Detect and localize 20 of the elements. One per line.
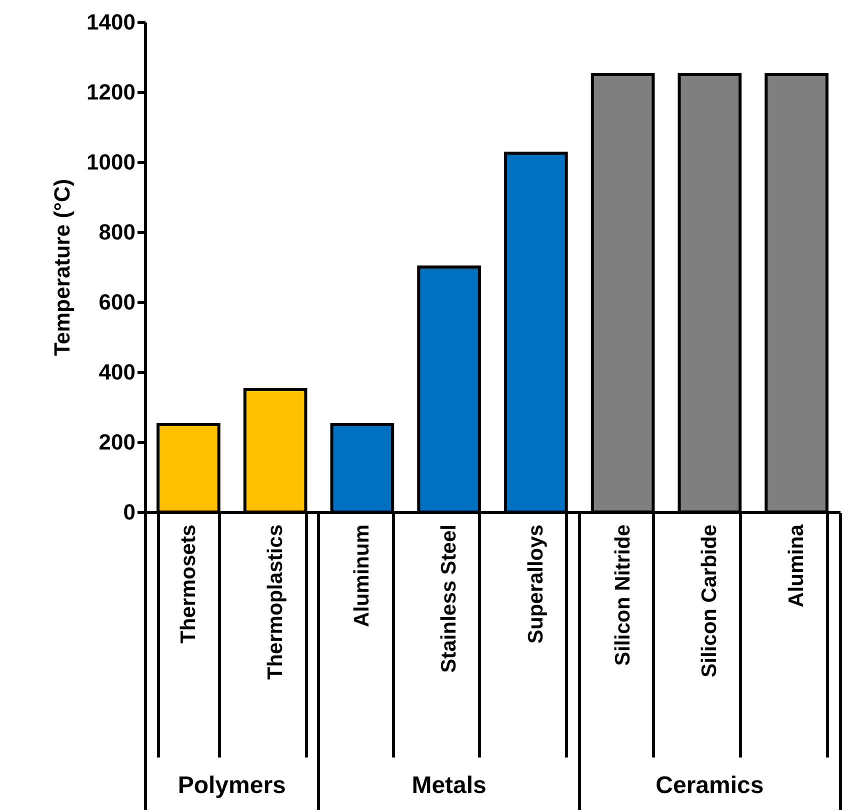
x-tick-label: Thermosets (176, 524, 200, 644)
y-tick-label: 200 (98, 430, 136, 454)
x-tick-label: Silicon Carbide (698, 524, 722, 678)
text: Polymers (178, 772, 286, 800)
text: Metals (412, 772, 486, 800)
y-axis-title: Temperature (°C) (50, 178, 75, 356)
x-tick-label: Alumina (785, 524, 808, 608)
x-tick-label: Silicon Nitride (611, 524, 634, 666)
x-tick-label: Stainless Steel (438, 524, 461, 673)
y-tick-label: 1200 (86, 80, 136, 104)
y-tick-label: 1000 (86, 150, 136, 174)
x-tick-label: Thermoplastics (264, 524, 287, 680)
text: Ceramics (656, 772, 764, 800)
x-tick-label: Superalloys (524, 524, 548, 644)
y-tick-label: 0 (123, 500, 136, 524)
y-tick-label: 600 (98, 290, 136, 314)
x-tick-label: Aluminum (350, 524, 374, 628)
y-tick-label: 1400 (86, 10, 136, 34)
y-tick-label: 400 (98, 360, 136, 384)
y-tick-label: 800 (98, 220, 136, 244)
